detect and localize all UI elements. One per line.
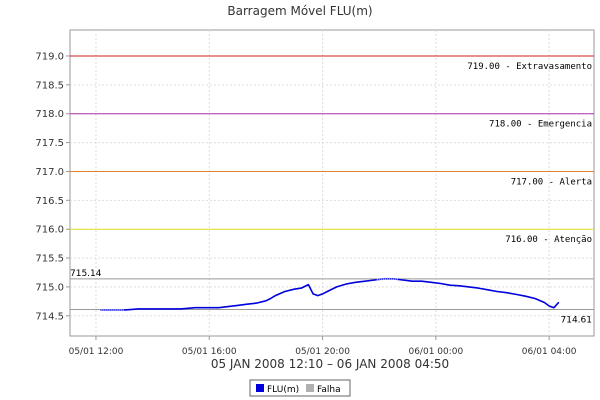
data-point xyxy=(255,302,258,304)
data-point xyxy=(524,295,527,297)
legend-swatch-falha xyxy=(306,384,314,392)
data-point xyxy=(274,294,276,297)
data-point xyxy=(439,282,442,285)
data-point xyxy=(109,309,111,311)
failure-segment xyxy=(376,277,399,281)
legend: FLU(m) Falha xyxy=(249,379,351,397)
data-point xyxy=(496,290,498,293)
x-tick-label: 05/01 20:00 xyxy=(295,347,350,357)
legend-label-flu: FLU(m) xyxy=(267,385,299,395)
legend-box xyxy=(249,379,351,397)
data-point xyxy=(321,293,324,295)
data-point xyxy=(194,307,196,309)
data-point xyxy=(534,297,536,300)
data-point xyxy=(265,300,267,302)
legend-label-falha: Falha xyxy=(317,385,341,395)
data-point xyxy=(548,305,550,307)
y-tick-label: 717.0 xyxy=(35,167,64,178)
data-point xyxy=(152,308,154,310)
data-point xyxy=(284,290,286,293)
data-point xyxy=(208,307,210,309)
y-tick-label: 716.0 xyxy=(35,225,64,236)
data-point xyxy=(227,305,229,308)
threshold-lines: 719.00 - Extravasamento 718.00 - Emergenc… xyxy=(70,55,594,325)
data-point xyxy=(487,289,489,291)
data-point xyxy=(312,293,314,295)
data-point xyxy=(137,308,140,310)
data-point xyxy=(218,307,220,309)
min-marker-label: 714.61 xyxy=(561,315,593,325)
data-point xyxy=(345,283,347,285)
data-point xyxy=(355,281,357,283)
y-tick-label: 719.0 xyxy=(35,51,64,62)
data-point xyxy=(411,280,413,282)
series-line-flu xyxy=(100,277,560,311)
y-tick-label: 717.5 xyxy=(35,138,64,149)
data-point xyxy=(300,287,302,289)
x-tick-label: 06/01 04:00 xyxy=(522,347,577,357)
data-point xyxy=(236,304,239,306)
data-point xyxy=(166,308,168,310)
data-point xyxy=(326,290,328,293)
data-point xyxy=(421,280,423,282)
x-tick-label: 06/01 00:00 xyxy=(408,347,463,357)
data-point xyxy=(557,301,560,304)
y-tick-label: 718.5 xyxy=(35,80,64,91)
x-tick-label: 05/01 12:00 xyxy=(69,347,124,357)
x-axis-ticks: 05/01 12:00 05/01 16:00 05/01 20:00 06/01 0… xyxy=(69,336,577,357)
data-point xyxy=(123,309,125,311)
data-point xyxy=(373,279,376,281)
threshold-label: 716.00 - Atenção xyxy=(505,235,592,245)
data-point xyxy=(293,288,295,290)
plot-area xyxy=(69,29,595,337)
x-tick-label: 05/01 16:00 xyxy=(182,347,237,357)
data-point xyxy=(364,280,366,282)
data-point xyxy=(553,307,555,309)
threshold-label: 719.00 - Extravasamento xyxy=(467,62,592,72)
gridlines xyxy=(70,30,594,336)
data-point xyxy=(270,297,272,300)
data-point xyxy=(506,292,508,294)
data-point xyxy=(336,286,338,288)
data-point xyxy=(468,286,470,288)
y-tick-label: 716.5 xyxy=(35,196,64,207)
data-point xyxy=(477,287,479,289)
legend-swatch-flu xyxy=(256,384,264,392)
data-point xyxy=(307,284,309,286)
data-point xyxy=(458,285,461,287)
data-point xyxy=(317,294,319,297)
data-point xyxy=(246,303,248,305)
y-tick-label: 715.0 xyxy=(35,282,64,293)
x-axis-label: 05 JAN 2008 12:10 – 06 JAN 2008 04:50 xyxy=(211,357,449,371)
threshold-label: 717.00 - Alerta xyxy=(511,177,592,187)
y-tick-label: 715.5 xyxy=(35,254,64,265)
y-axis-ticks: 714.5 715.0 715.5 716.0 716.5 717.0 717.5 718.0… xyxy=(35,51,70,322)
data-point xyxy=(515,293,517,296)
y-tick-label: 718.0 xyxy=(35,109,64,120)
data-point xyxy=(180,308,182,310)
series-layer xyxy=(100,277,560,311)
data-point xyxy=(430,281,432,283)
data-point xyxy=(175,308,177,310)
chart-title: Barragem Móvel FLU(m) xyxy=(227,4,372,18)
max-marker-label: 715.14 xyxy=(70,269,102,279)
threshold-label: 718.00 - Emergencia xyxy=(489,120,592,130)
data-point xyxy=(402,279,404,281)
y-tick-label: 714.5 xyxy=(35,311,64,322)
data-point xyxy=(449,284,451,286)
data-point xyxy=(543,301,546,304)
